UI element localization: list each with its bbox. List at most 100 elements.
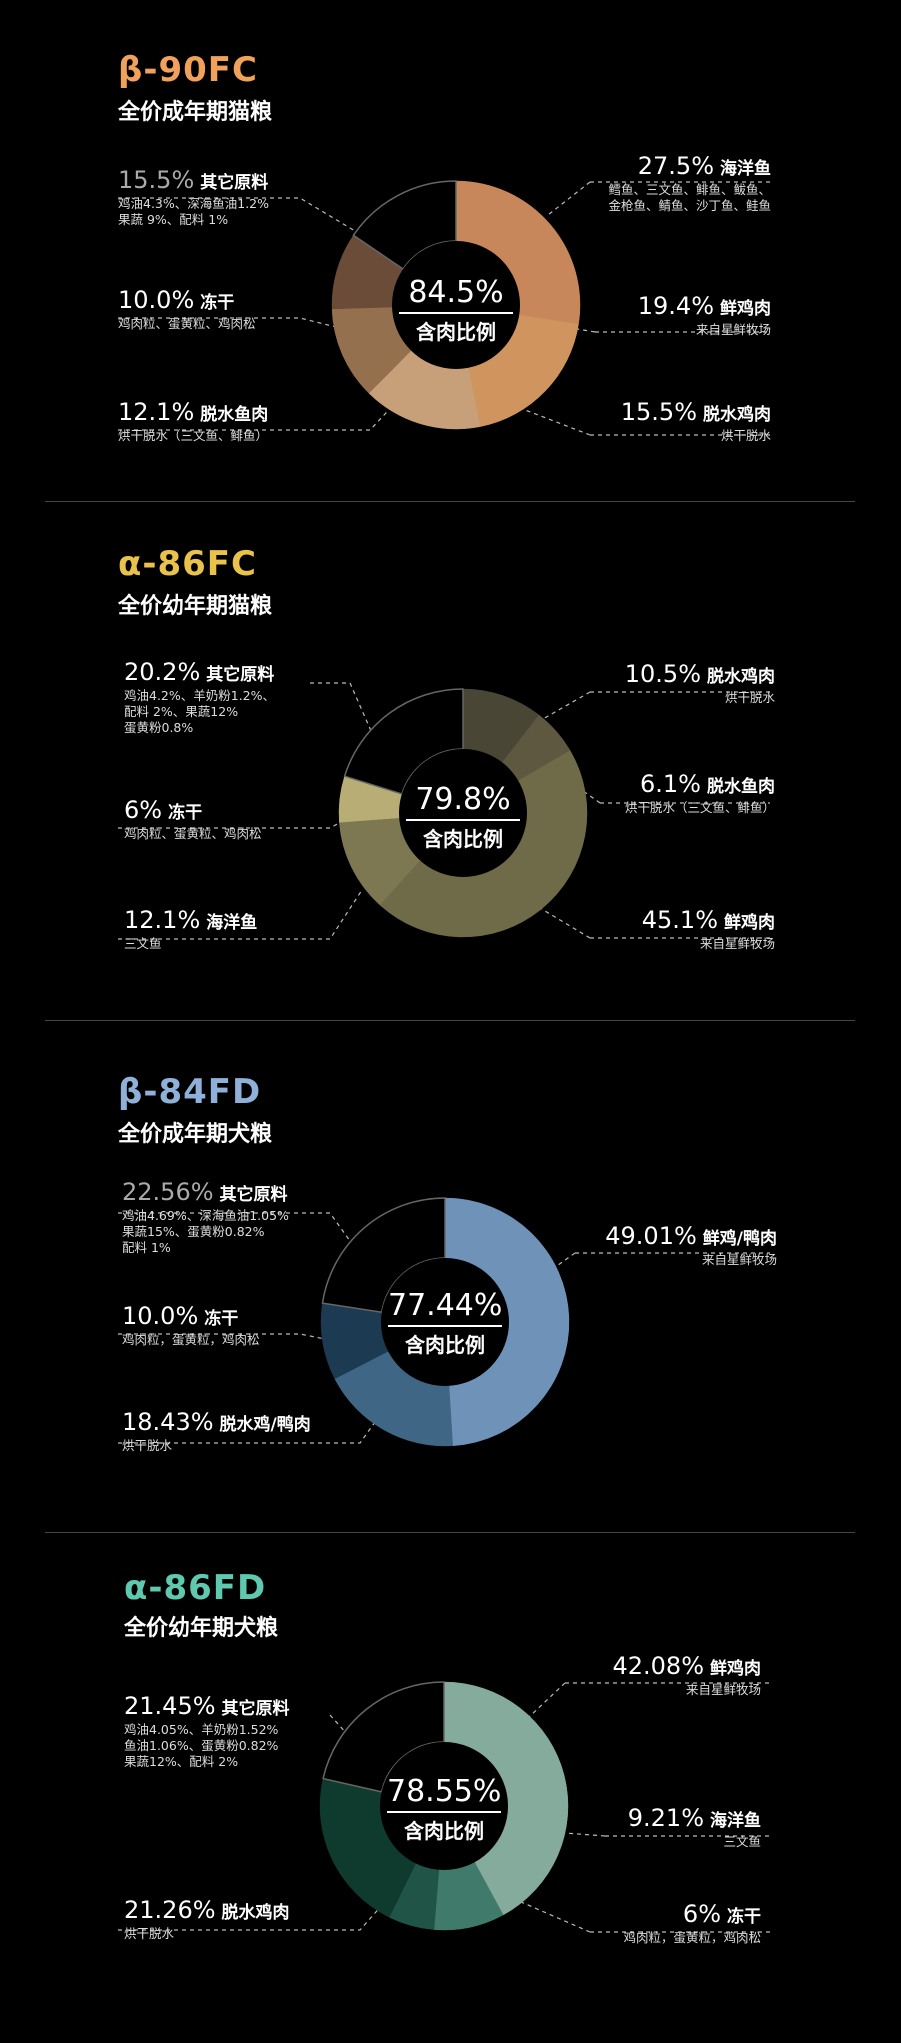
label-name: 海洋鱼 (710, 1811, 761, 1831)
donut-chart (319, 1681, 569, 1931)
donut-slice-其它原料 (343, 688, 464, 795)
label-freeze-dried: 10.0% 冻干 鸡肉粒，蛋黄粒，鸡肉松 (122, 1302, 260, 1348)
label-pct: 15.5% (118, 166, 195, 194)
label-desc: 来自星鲜牧场 (699, 936, 775, 951)
meat-ratio-caption: 含肉比例 (405, 1333, 485, 1357)
label-desc: 烘干脱水 (122, 1438, 173, 1453)
label-dried-fish: 6.1% 脱水鱼肉 烘干脱水（三文鱼、鲱鱼） (625, 770, 775, 816)
label-name: 鲜鸡/鸭肉 (702, 1229, 777, 1249)
label-name: 冻干 (200, 293, 235, 313)
label-ocean-fish: 27.5% 海洋鱼 鳕鱼、三文鱼、鲱鱼、鲅鱼、 金枪鱼、鲭鱼、沙丁鱼、鲑鱼 (608, 152, 771, 214)
label-desc: 三文鱼 (124, 936, 162, 951)
label-pct: 10.5% (624, 660, 701, 688)
label-other: 20.2% 其它原料 鸡油4.2%、羊奶粉1.2%、 配料 2%、果蔬12% 蛋黄粉0… (124, 658, 275, 736)
meat-ratio-caption: 含肉比例 (416, 320, 496, 344)
label-pct: 15.5% (620, 398, 697, 426)
label-pct: 10.0% (118, 286, 195, 314)
label-pct: 9.21% (627, 1804, 704, 1832)
donut-slice-其它原料 (352, 180, 457, 271)
label-dried-fish: 12.1% 脱水鱼肉 烘干脱水（三文鱼、鲱鱼） (118, 398, 268, 444)
label-desc: 鸡油4.05%、羊奶粉1.52% 鱼油1.06%、蛋黄粉0.82% 果蔬12%、配料… (124, 1722, 279, 1769)
section-divider (45, 501, 855, 502)
meat-ratio-center: 77.44% 含肉比例 (370, 1288, 520, 1358)
label-fresh-chicken: 19.4% 鲜鸡肉 来自星鲜牧场 (638, 292, 771, 338)
label-desc: 来自星鲜牧场 (701, 1252, 777, 1267)
label-name: 冻干 (727, 1907, 761, 1927)
panel-alpha-86fd: α-86FD 全价幼年期犬粮 78.55% 含肉比例 21.45% 其它原料 鸡油… (0, 1550, 901, 2043)
meat-ratio-value: 84.5% (399, 275, 513, 314)
meat-ratio-caption: 含肉比例 (404, 1819, 484, 1843)
label-pct: 42.08% (612, 1652, 704, 1680)
donut-hole (381, 1258, 509, 1386)
donut-hole (399, 749, 527, 877)
label-desc: 烘干脱水（三文鱼、鲱鱼） (118, 428, 269, 443)
label-desc: 来自星鲜牧场 (685, 1682, 761, 1697)
label-freeze-dried: 6% 冻干 鸡肉粒、蛋黄粒、鸡肉松 (124, 796, 262, 842)
label-pct: 6% (124, 796, 163, 824)
label-fresh-chicken: 45.1% 鲜鸡肉 来自星鲜牧场 (642, 906, 775, 952)
label-ocean-fish: 12.1% 海洋鱼 三文鱼 (124, 906, 257, 952)
label-dried-chicken: 21.26% 脱水鸡肉 烘干脱水 (124, 1896, 290, 1942)
label-pct: 27.5% (637, 152, 714, 180)
product-title: β-90FC (118, 50, 258, 90)
label-desc: 鸡肉粒、蛋黄粒、鸡肉松 (118, 316, 256, 331)
label-name: 脱水鱼肉 (707, 777, 775, 797)
label-pct: 45.1% (641, 906, 718, 934)
donut-hole (380, 1742, 508, 1870)
section-divider (45, 1532, 855, 1533)
label-desc: 三文鱼 (723, 1834, 761, 1849)
label-name: 脱水鸡肉 (707, 667, 775, 687)
product-subtitle: 全价幼年期犬粮 (124, 1616, 279, 1641)
product-title: α-86FC (118, 544, 257, 584)
label-desc: 鸡油4.69%、深海鱼油1.05% 果蔬15%、蛋黄粉0.82% 配料 1% (122, 1208, 289, 1255)
label-name: 鲜鸡肉 (710, 1659, 761, 1679)
label-pct: 12.1% (124, 906, 201, 934)
label-pct: 12.1% (118, 398, 195, 426)
label-fresh-chicken-duck: 49.01% 鲜鸡/鸭肉 来自星鲜牧场 (605, 1222, 777, 1268)
label-desc: 鸡肉粒、蛋黄粒、鸡肉松 (124, 826, 262, 841)
label-pct: 49.01% (605, 1222, 697, 1250)
label-name: 脱水鸡肉 (221, 1903, 290, 1923)
label-pct: 22.56% (122, 1178, 214, 1206)
label-name: 其它原料 (219, 1185, 288, 1205)
label-desc: 鸡肉粒，蛋黄粒，鸡肉松 (122, 1332, 260, 1347)
label-desc: 烘干脱水 (124, 1926, 175, 1941)
label-desc: 烘干脱水 (720, 428, 771, 443)
label-desc: 鳕鱼、三文鱼、鲱鱼、鲅鱼、 金枪鱼、鲭鱼、沙丁鱼、鲑鱼 (608, 182, 771, 213)
product-subtitle: 全价成年期犬粮 (118, 1122, 273, 1147)
panel-alpha-86fc: α-86FC 全价幼年期猫粮 79.8% 含肉比例 20.2% 其它原料 鸡油4.… (0, 520, 901, 1020)
label-pct: 18.43% (122, 1408, 214, 1436)
label-desc: 来自星鲜牧场 (695, 322, 771, 337)
label-name: 其它原料 (206, 665, 275, 685)
panel-beta-90fc: β-90FC 全价成年期猫粮 84.5% 含肉比例 15.5% 其它原料 鸡油4.… (0, 0, 901, 500)
product-subtitle: 全价成年期猫粮 (118, 100, 273, 125)
product-subtitle: 全价幼年期猫粮 (118, 594, 273, 619)
section-divider (45, 1020, 855, 1021)
label-pct: 6.1% (640, 770, 701, 798)
label-ocean-fish: 9.21% 海洋鱼 三文鱼 (628, 1804, 761, 1850)
label-name: 鲜鸡肉 (724, 913, 775, 933)
label-pct: 19.4% (637, 292, 714, 320)
label-desc: 烘干脱水 (724, 690, 775, 705)
label-freeze-dried: 6% 冻干 鸡肉粒，蛋黄粒，鸡肉松 (623, 1900, 761, 1946)
label-name: 冻干 (204, 1309, 239, 1329)
label-dried-chicken: 10.5% 脱水鸡肉 烘干脱水 (625, 660, 775, 706)
label-pct: 21.26% (124, 1896, 216, 1924)
label-pct: 21.45% (124, 1692, 216, 1720)
label-other: 21.45% 其它原料 鸡油4.05%、羊奶粉1.52% 鱼油1.06%、蛋黄粉0.… (124, 1692, 290, 1770)
label-name: 其它原料 (221, 1699, 290, 1719)
panel-beta-84fd: β-84FD 全价成年期犬粮 77.44% 含肉比例 22.56% 其它原料 鸡油… (0, 1040, 901, 1520)
label-pct: 20.2% (124, 658, 201, 686)
donut-chart (331, 180, 581, 430)
label-desc: 烘干脱水（三文鱼、鲱鱼） (624, 800, 775, 815)
meat-ratio-caption: 含肉比例 (423, 827, 503, 851)
donut-chart (320, 1197, 570, 1447)
label-name: 脱水鸡/鸭肉 (219, 1415, 311, 1435)
product-title: β-84FD (118, 1072, 262, 1112)
label-desc: 鸡肉粒，蛋黄粒，鸡肉松 (623, 1930, 761, 1945)
label-name: 冻干 (168, 803, 203, 823)
label-desc: 鸡油4.2%、羊奶粉1.2%、 配料 2%、果蔬12% 蛋黄粉0.8% (124, 688, 276, 735)
product-title: α-86FD (124, 1568, 267, 1608)
label-desc: 鸡油4.3%、深海鱼油1.2% 果蔬 9%、配料 1% (118, 196, 270, 227)
label-name: 海洋鱼 (720, 159, 771, 179)
